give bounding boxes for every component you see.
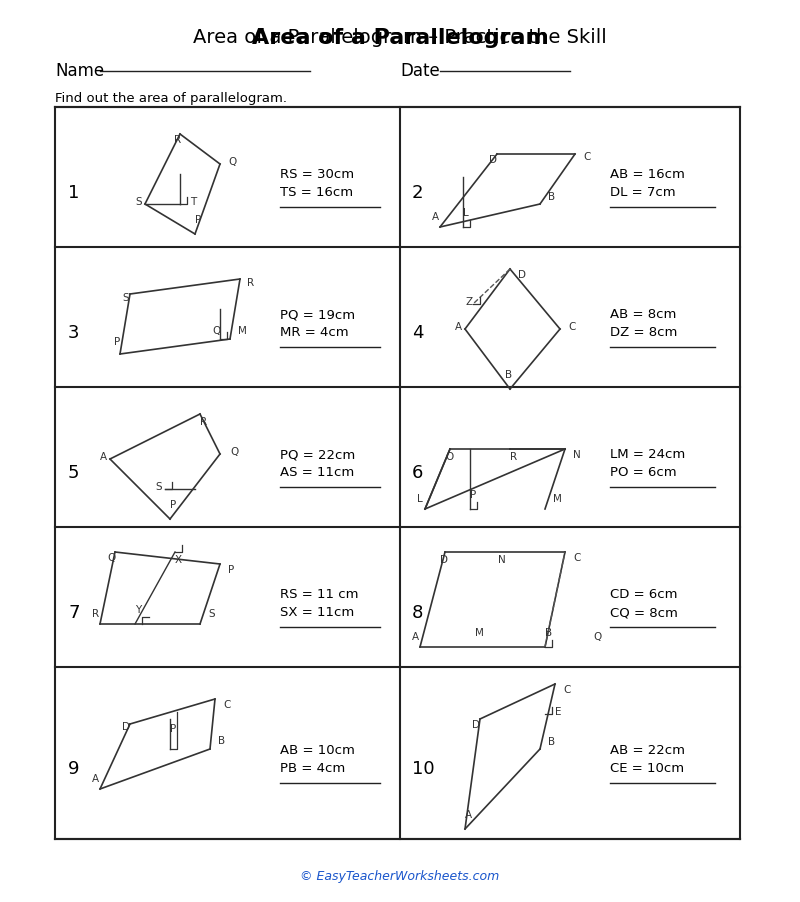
Text: 5: 5 <box>68 464 79 482</box>
Text: Area of a Parallelogram: Area of a Parallelogram <box>252 28 548 48</box>
Text: © EasyTeacherWorksheets.com: © EasyTeacherWorksheets.com <box>300 869 500 882</box>
Text: S: S <box>122 292 129 303</box>
Text: A: A <box>455 322 462 332</box>
Text: 7: 7 <box>68 603 79 621</box>
Text: Q: Q <box>230 446 238 456</box>
Text: C: C <box>223 699 230 709</box>
Text: B: B <box>218 735 225 745</box>
Text: DL = 7cm: DL = 7cm <box>610 186 676 198</box>
Text: P: P <box>195 215 202 225</box>
Text: S: S <box>155 482 162 492</box>
Text: B: B <box>505 370 512 380</box>
Text: AS = 11cm: AS = 11cm <box>280 465 354 478</box>
Text: A: A <box>92 773 99 783</box>
Text: T: T <box>190 197 196 207</box>
Text: TS = 16cm: TS = 16cm <box>280 186 353 198</box>
Text: C: C <box>568 322 575 332</box>
Text: AB = 8cm: AB = 8cm <box>610 308 676 320</box>
Text: L: L <box>463 207 469 217</box>
Text: B: B <box>545 627 552 638</box>
Text: MR = 4cm: MR = 4cm <box>280 326 349 338</box>
Text: N: N <box>498 555 506 565</box>
Text: RS = 30cm: RS = 30cm <box>280 168 354 180</box>
Text: Q: Q <box>593 631 602 641</box>
Text: R: R <box>247 278 254 288</box>
Text: CE = 10cm: CE = 10cm <box>610 761 684 774</box>
Text: PQ = 22cm: PQ = 22cm <box>280 447 355 461</box>
Text: D: D <box>518 270 526 280</box>
Text: M: M <box>553 493 562 503</box>
Text: LM = 24cm: LM = 24cm <box>610 447 686 461</box>
Text: M: M <box>475 627 484 638</box>
Text: Z: Z <box>465 297 472 307</box>
Text: R: R <box>92 608 99 618</box>
Text: AB = 22cm: AB = 22cm <box>610 743 685 756</box>
Text: L: L <box>417 493 422 503</box>
Text: DZ = 8cm: DZ = 8cm <box>610 326 678 338</box>
Text: S: S <box>208 608 214 618</box>
Text: 10: 10 <box>412 759 434 778</box>
Text: M: M <box>238 326 247 336</box>
Text: Q: Q <box>107 552 115 562</box>
Text: R: R <box>174 135 181 145</box>
Text: C: C <box>563 685 570 695</box>
Text: A: A <box>432 212 439 222</box>
Text: P: P <box>170 500 176 510</box>
Text: A: A <box>412 631 419 641</box>
Text: R: R <box>200 417 207 427</box>
Text: SX = 11cm: SX = 11cm <box>280 605 354 618</box>
Text: 6: 6 <box>412 464 423 482</box>
Text: Find out the area of parallelogram.: Find out the area of parallelogram. <box>55 92 287 105</box>
Text: P: P <box>170 723 176 733</box>
Text: D: D <box>489 155 497 165</box>
Text: P: P <box>114 336 120 346</box>
Text: B: B <box>548 736 555 746</box>
Text: RS = 11 cm: RS = 11 cm <box>280 587 358 601</box>
Text: D: D <box>122 722 130 732</box>
Text: CD = 6cm: CD = 6cm <box>610 587 678 601</box>
Text: Date: Date <box>400 62 440 80</box>
Text: 9: 9 <box>68 759 79 778</box>
Text: Q: Q <box>212 326 220 336</box>
Text: PO = 6cm: PO = 6cm <box>610 465 677 478</box>
Text: 4: 4 <box>412 324 423 342</box>
Text: CQ = 8cm: CQ = 8cm <box>610 605 678 618</box>
Text: Area of a Parallelogram – Practice the Skill: Area of a Parallelogram – Practice the S… <box>193 28 607 47</box>
Text: Name: Name <box>55 62 104 80</box>
Text: 2: 2 <box>412 184 423 202</box>
Text: P: P <box>228 565 234 575</box>
Text: D: D <box>472 719 480 729</box>
Text: S: S <box>135 197 142 207</box>
Text: O: O <box>445 452 454 462</box>
Text: N: N <box>573 449 581 459</box>
Text: AB = 16cm: AB = 16cm <box>610 168 685 180</box>
Text: 8: 8 <box>412 603 423 621</box>
Text: R: R <box>510 452 517 462</box>
Text: B: B <box>548 192 555 202</box>
Text: A: A <box>100 452 107 462</box>
Text: PQ = 19cm: PQ = 19cm <box>280 308 355 320</box>
Text: AB = 10cm: AB = 10cm <box>280 743 355 756</box>
Text: E: E <box>555 706 562 716</box>
Text: Q: Q <box>228 157 236 167</box>
Text: P: P <box>470 490 476 500</box>
Text: X: X <box>175 555 182 565</box>
Text: D: D <box>440 555 448 565</box>
Text: Y: Y <box>135 604 142 614</box>
Text: A: A <box>465 809 472 819</box>
Text: 1: 1 <box>68 184 79 202</box>
Text: PB = 4cm: PB = 4cm <box>280 761 346 774</box>
Text: 3: 3 <box>68 324 79 342</box>
Text: C: C <box>583 152 590 161</box>
Text: C: C <box>573 552 580 562</box>
